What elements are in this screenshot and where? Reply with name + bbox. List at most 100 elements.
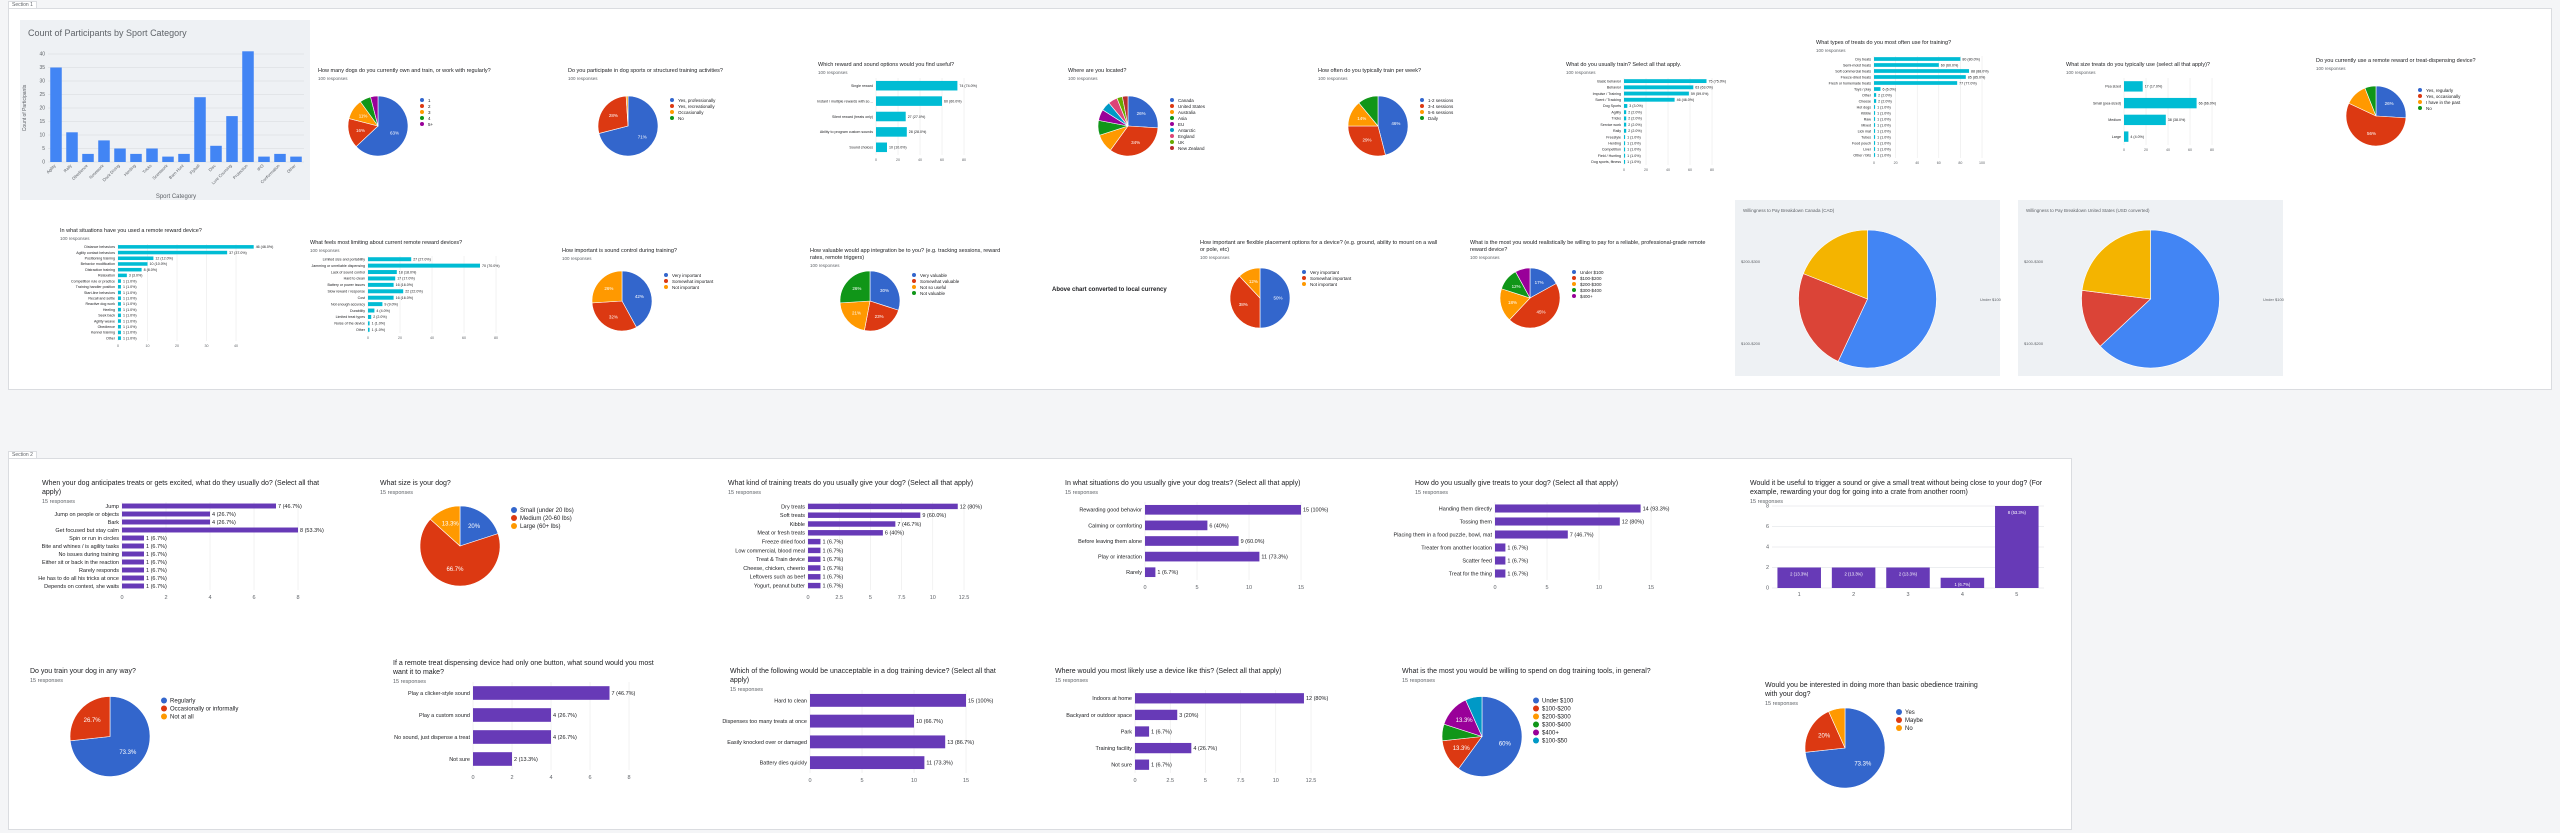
chart-title: How many dogs do you currently own and t…	[318, 68, 548, 82]
bar-handing-them-directly	[1495, 504, 1641, 513]
category-label: Basic behavior	[1597, 79, 1621, 83]
bar-small-pea-sized	[2124, 97, 2197, 109]
bar-4	[1940, 577, 1985, 588]
bar-value-label: 1 (1.0%)	[123, 336, 137, 340]
bar-value-label: 1 (1.0%)	[123, 308, 137, 312]
pie-slice-occasionally-or-informally	[69, 696, 111, 742]
category-label: Medium	[2108, 118, 2121, 122]
y-tick-label: 4	[1766, 545, 1769, 551]
legend-swatch	[912, 273, 916, 277]
pie-slice-yes-occasionally	[2345, 102, 2407, 147]
legend-entry-5-6-sessions: 5-6 sessions	[1428, 110, 1454, 115]
bar-value-label: 1 (1.0%)	[1877, 111, 1891, 115]
response-count: 100 responses	[568, 75, 598, 81]
x-tick-label: 0	[808, 778, 811, 784]
chart-card-p2: Do you participate in dog sports or stru…	[568, 68, 798, 168]
bar-field-hunting	[1624, 153, 1626, 158]
bar-value-label: 2 (2.0%)	[1878, 99, 1892, 103]
legend-swatch	[1170, 146, 1174, 150]
legend-swatch	[670, 116, 674, 120]
category-label: Kibble	[1861, 111, 1871, 115]
bar-value-label: 9 (60.0%)	[1241, 539, 1265, 545]
x-tick-label: 80	[2210, 148, 2214, 152]
bar-liver	[1874, 147, 1876, 151]
bar-recall-and-settle	[118, 296, 121, 300]
chart-title: Willingness to Pay Breakdown United Stat…	[2026, 208, 2283, 215]
bar-value-label: 1 (1.0%)	[123, 296, 137, 300]
category-label: Treat & Train device	[756, 557, 805, 563]
chart-title: Count of Participants by Sport Category	[28, 28, 310, 39]
bar-value-label: 11 (73.3%)	[1261, 555, 1288, 561]
x-tick-label: 20	[1644, 168, 1648, 172]
bar-value-label: 11 (73.3%)	[926, 761, 953, 767]
bar-hard-to-clean	[368, 276, 396, 281]
chart-title: Do you train your dog in any way? 15 resp…	[30, 668, 250, 685]
bar-value-label: 2 (13.3%)	[514, 757, 538, 763]
legend-swatch	[161, 713, 167, 720]
category-label: Other	[356, 328, 366, 332]
bar-indoors-at-home	[1135, 693, 1304, 704]
bar-value-label: 1 (6.7%)	[1157, 570, 1178, 576]
legend-entry-small-under-20-lbs: Small (under 20 lbs)	[520, 508, 574, 514]
slice-label: 17%	[1535, 280, 1544, 285]
bar-not-sure	[1135, 759, 1150, 770]
category-label: Not sure	[1111, 763, 1132, 769]
legend-swatch	[1896, 709, 1902, 715]
bar-value-label: 1 (1.0%)	[1877, 147, 1891, 151]
category-label: Yogurt, peanut butter	[754, 584, 805, 590]
pie-slice-daily	[1358, 95, 1379, 127]
y-tick-label: 25	[39, 92, 45, 98]
bar-value-label: 46 (46.0%)	[256, 245, 274, 249]
bar-not-enough-accuracy	[368, 302, 383, 307]
pie-slice-yes-recreationally	[597, 95, 629, 134]
chart-card-s6: Would it be useful to trigger a sound or…	[1750, 480, 2050, 600]
bar-agility-contact-behaviors	[118, 250, 228, 255]
legend-entry-yes-occasionally: Yes, occasionally	[2426, 94, 2461, 99]
bar-value-label: 1 (6.7%)	[1507, 571, 1528, 577]
legend-swatch	[1533, 705, 1539, 712]
section-1-label: Section 1	[8, 1, 37, 9]
bar-value-label: 10 (66.7%)	[916, 719, 943, 725]
bar-conformation	[274, 153, 286, 162]
legend-entry-not-at-all: Not at all	[170, 715, 194, 721]
bar-value-label: 17 (17.0%)	[2145, 85, 2163, 89]
legend-swatch	[670, 104, 674, 108]
response-count: 100 responses	[818, 69, 848, 75]
x-tick-label: 60	[940, 158, 944, 162]
slice-label: 73.3%	[119, 750, 137, 756]
bar-value-label: 1 (1.0%)	[123, 279, 137, 283]
bar-other-bits	[1874, 153, 1876, 157]
x-tick-label: 100	[1979, 161, 1985, 165]
response-count: 15 responses	[1765, 700, 1799, 707]
y-tick-label: 35	[39, 65, 45, 71]
category-label: Before leaving them alone	[1078, 539, 1142, 545]
category-label: Scent / Tracking	[1595, 98, 1621, 102]
bar-value-label: 4 (26.7%)	[553, 735, 577, 741]
slice-label: 26%	[2385, 101, 2394, 106]
chart-card-s3: What kind of training treats do you usua…	[728, 480, 998, 601]
x-tick-label: 10	[1596, 585, 1602, 591]
chart-title: If a remote treat dispensing device had …	[393, 660, 663, 685]
bar-lure-coursing	[226, 116, 238, 162]
x-tick-label: Other	[286, 163, 297, 174]
x-tick-label: 2	[1852, 592, 1855, 598]
chart-title: Which of the following would be unaccept…	[730, 668, 1000, 693]
y-tick-label: 5	[42, 146, 45, 152]
question-text: How important are flexible placement opt…	[1200, 240, 1438, 253]
bar-kibble	[1874, 111, 1876, 115]
x-tick-label: 10	[930, 595, 936, 601]
bar-value-label: 1 (6.7%)	[822, 566, 843, 572]
bar-distraction-training	[118, 267, 142, 272]
chart-card-p7: How valuable would app integration be to…	[810, 248, 1010, 338]
bar-before-leaving-them-alone	[1145, 536, 1239, 546]
bar-value-label: 28 (28.0%)	[909, 130, 927, 134]
category-label: Calming or comforting	[1088, 523, 1142, 529]
legend-entry-regularly: Regularly	[170, 699, 195, 705]
category-label: Reactive dog work	[85, 302, 115, 306]
section-2	[8, 458, 2072, 830]
category-label: Park	[1121, 729, 1133, 735]
question-text: Where would you most likely use a device…	[1055, 668, 1282, 675]
chart-title: What do you usually train? Select all th…	[1566, 62, 1746, 76]
